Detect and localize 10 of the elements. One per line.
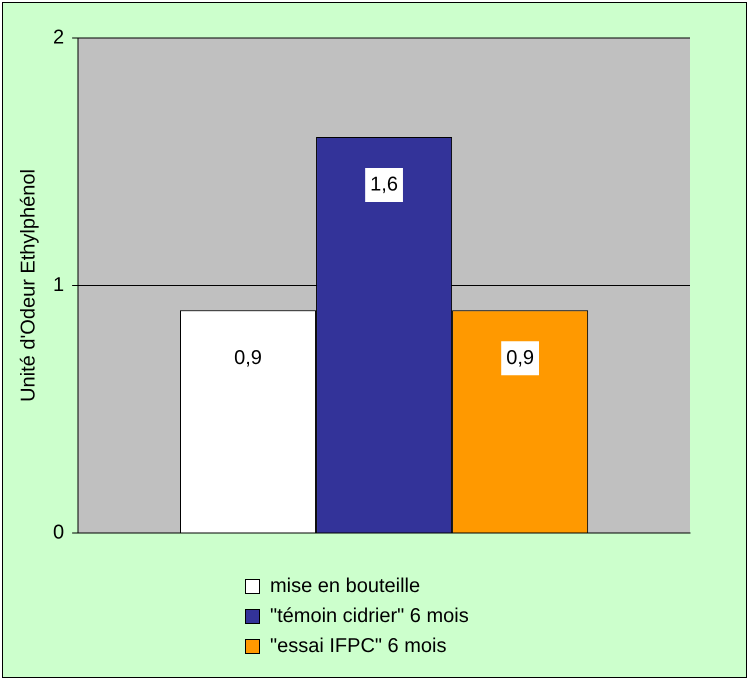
y-axis-title: Unité d'Odeur Ethylphénol — [18, 169, 40, 402]
data-label: 0,9 — [506, 346, 534, 369]
legend-label: mise en bouteille — [270, 574, 420, 599]
y-tick-label: 0 — [53, 522, 64, 544]
data-label: 1,6 — [370, 174, 398, 196]
y-tick-label: 2 — [53, 26, 64, 49]
legend-label: "essai IFPC" 6 mois — [270, 634, 446, 659]
y-tick-label: 1 — [53, 274, 64, 296]
legend-label: "témoin cidrier" 6 mois — [270, 604, 469, 629]
data-label: 0,9 — [234, 346, 262, 369]
